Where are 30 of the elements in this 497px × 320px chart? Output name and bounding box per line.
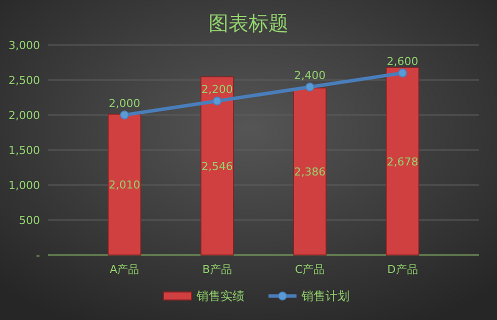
- y-tick-label: 500: [19, 214, 40, 227]
- bar: [108, 114, 142, 256]
- y-tick-label: 1,000: [8, 179, 40, 192]
- bar: [386, 67, 420, 256]
- y-tick-label: 2,500: [8, 74, 40, 87]
- data-label: 2,000: [108, 97, 140, 110]
- y-tick-label: 3,000: [8, 39, 40, 52]
- legend-label: 销售计划: [300, 289, 350, 303]
- legend-label: 销售实绩: [196, 289, 244, 303]
- data-label: 2,200: [201, 83, 233, 96]
- y-tick-label: -: [36, 249, 40, 262]
- data-label: 2,678: [386, 155, 418, 168]
- x-tick-label: C产品: [295, 263, 325, 276]
- bar: [293, 88, 326, 256]
- point: [120, 110, 129, 120]
- data-label: 2,386: [294, 165, 326, 178]
- bar: [200, 76, 234, 256]
- x-tick-label: B产品: [202, 263, 232, 276]
- chart-title: 图表标题: [208, 11, 288, 35]
- x-tick-label: A产品: [110, 263, 140, 276]
- x-tick-label: D产品: [387, 263, 418, 276]
- data-label: 2,600: [386, 55, 418, 68]
- data-label: 2,546: [201, 160, 233, 173]
- point: [305, 82, 314, 92]
- data-label: 2,010: [108, 178, 140, 192]
- point: [398, 68, 408, 78]
- point: [212, 96, 222, 106]
- y-tick-label: 1,500: [8, 144, 40, 157]
- y-tick-label: 2,000: [8, 109, 40, 122]
- data-label: 2,400: [294, 69, 326, 82]
